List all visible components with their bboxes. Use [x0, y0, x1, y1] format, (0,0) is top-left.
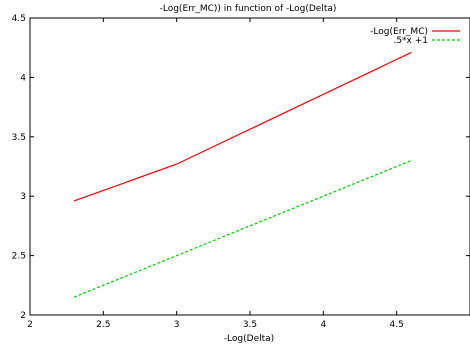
chart-title: -Log(Err_MC)) in function of -Log(Delta): [160, 4, 337, 14]
x-tick-label: 2: [27, 320, 33, 330]
x-tick-labels: 2 2.5 3 3.5 4 4.5: [27, 320, 404, 330]
y-tick-label: 4: [20, 73, 26, 83]
y-tick-label: 3.5: [12, 133, 26, 143]
legend-entry-label: .5*x +1: [393, 36, 428, 46]
y-tick-labels: 2 2.5 3 3.5 4 4.5: [12, 14, 27, 321]
y-tick-label: 3: [20, 192, 26, 202]
y-tick-label: 2: [20, 311, 26, 321]
plot-area-frame: [29, 17, 470, 316]
legend-entry-label: -Log(Err_MC): [370, 27, 428, 37]
legend: -Log(Err_MC).5*x +1: [370, 27, 460, 46]
series-group: [73, 51, 412, 298]
x-tick-label: 3.5: [243, 320, 257, 330]
axis-ticks: [29, 17, 470, 316]
y-tick-label: 4.5: [12, 14, 26, 24]
x-tick-label: 3: [174, 320, 180, 330]
y-tick-label: 2.5: [12, 252, 26, 262]
x-tick-label: 4.5: [390, 320, 404, 330]
x-tick-label: 4: [320, 320, 326, 330]
series-line-0: [73, 51, 412, 202]
x-axis-label: -Log(Delta): [224, 334, 274, 344]
x-tick-label: 2.5: [96, 320, 110, 330]
series-line-1: [73, 160, 412, 298]
